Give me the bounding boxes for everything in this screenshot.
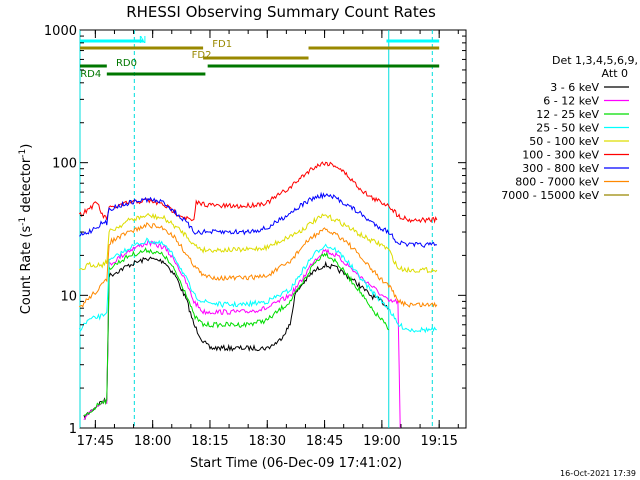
series-line-4 [78, 212, 438, 274]
legend-label-5: 100 - 300 keV [522, 149, 599, 162]
legend-label-4: 50 - 100 keV [529, 135, 599, 148]
y-tick-label-3: 1000 [44, 24, 77, 39]
legend-label-0: 3 - 6 keV [550, 81, 599, 94]
legend-label-3: 25 - 50 keV [536, 122, 599, 135]
x-tick-label-1: 18:00 [134, 434, 171, 449]
y-label-main: Count Rate (s [19, 226, 34, 315]
x-tick-label-6: 19:15 [420, 434, 457, 449]
y-axis-label: Count Rate (s-1 detector-1) [18, 144, 34, 315]
chart-title: RHESSI Observing Summary Count Rates [126, 3, 436, 21]
legend-label-7: 800 - 7000 keV [515, 176, 599, 189]
series-line-1 [83, 239, 401, 429]
series-line-7 [78, 222, 438, 308]
bar-label-rd0: RD0 [116, 58, 137, 69]
y-label-rest: detector [19, 157, 34, 217]
series-line-0 [83, 256, 390, 421]
y-tick-label-0: 1 [69, 422, 77, 437]
x-axis: 17:45 18:00 18:15 18:30 18:45 19:00 19:15 [77, 30, 459, 449]
legend-label-6: 300 - 800 keV [522, 162, 599, 175]
bar-label-fd1: FD1 [212, 39, 232, 50]
legend-label-2: 12 - 25 keV [536, 108, 599, 121]
legend-header-line-1: Det 1,3,4,5,6,9, [552, 54, 638, 67]
x-axis-label: Start Time (06-Dec-09 17:41:02) [190, 456, 402, 471]
x-tick-label-5: 19:00 [363, 434, 400, 449]
series-line-3 [78, 237, 437, 334]
legend-label-8: 7000 - 15000 keV [501, 189, 599, 202]
bar-label-rd4: RD4 [80, 69, 101, 80]
y-tick-label-2: 100 [52, 157, 77, 172]
bar-label-fd2: FD2 [192, 50, 212, 61]
vertical-markers [79, 30, 433, 428]
x-tick-label-0: 17:45 [77, 434, 114, 449]
legend-label-1: 6 - 12 keV [543, 95, 599, 108]
y-tick-label-1: 10 [60, 289, 77, 304]
y-axis: 1 10 100 1000 [44, 24, 466, 437]
y-label-sup: -1 [18, 217, 28, 226]
y-label-sup-2: -1 [18, 149, 28, 158]
y-label-end: ) [19, 144, 34, 149]
x-tick-label-3: 18:30 [249, 434, 286, 449]
bar-label-n: N [139, 35, 146, 46]
series-line-6 [79, 191, 437, 249]
series-line-2 [83, 247, 390, 417]
footer-timestamp: 16-Oct-2021 17:39 [560, 469, 636, 478]
x-tick-label-2: 18:15 [191, 434, 228, 449]
series-line-5 [78, 161, 438, 224]
x-tick-label-4: 18:45 [306, 434, 343, 449]
legend-header-line-2: Att 0 [602, 67, 628, 80]
series-lines [78, 161, 438, 429]
